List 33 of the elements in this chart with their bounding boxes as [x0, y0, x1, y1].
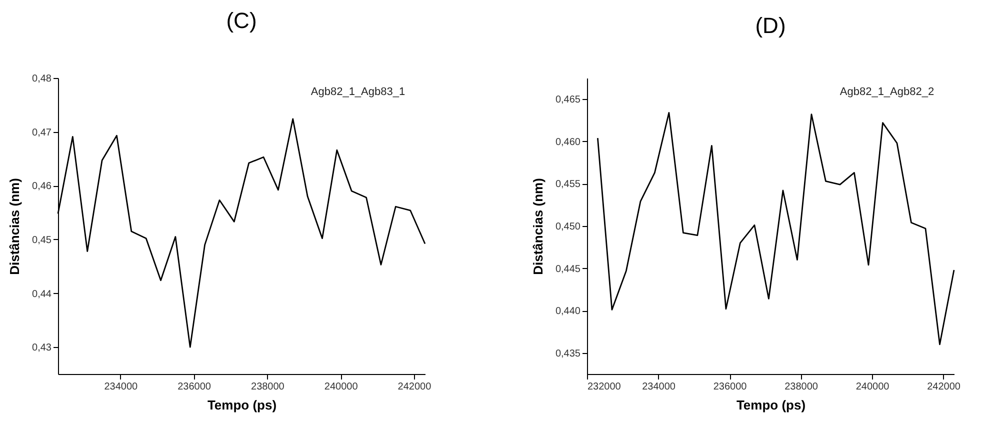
x-tick-label: 236000: [713, 382, 748, 392]
y-tick-label: 0,460: [555, 136, 581, 148]
y-tick-label: 0,46: [32, 181, 52, 192]
x-tick-label: 234000: [104, 382, 138, 392]
x-tick-label: 232000: [588, 382, 622, 392]
line-series: [596, 112, 955, 346]
x-axis-title: Tempo (ps): [207, 398, 277, 412]
chart-title: (D): [755, 13, 786, 38]
x-tick-label: 242000: [398, 382, 432, 392]
x-tick-label: 236000: [178, 382, 212, 392]
y-tick-label: 0,48: [32, 74, 52, 84]
y-tick-label: 0,435: [555, 348, 581, 360]
y-axis-title: Distâncias (nm): [7, 178, 22, 275]
x-axis-title: Tempo (ps): [736, 398, 806, 412]
x-tick-label: 238000: [251, 382, 285, 392]
chart-title: (C): [226, 8, 257, 33]
y-tick-label: 0,44: [32, 288, 52, 300]
x-tick-label: 240000: [324, 382, 358, 392]
y-tick-label: 0,455: [555, 179, 581, 190]
y-tick-label: 0,445: [555, 264, 581, 275]
x-tick-label: 240000: [856, 382, 890, 392]
annotation: Agb82_1_Agb83_1: [310, 86, 406, 98]
x-tick-label: 242000: [927, 382, 961, 392]
x-tick-label: 234000: [642, 382, 676, 392]
y-tick-label: 0,43: [32, 342, 52, 354]
y-tick-label: 0,450: [555, 222, 581, 232]
y-tick-label: 0,45: [32, 234, 52, 246]
y-tick-label: 0,47: [32, 127, 52, 138]
annotation: Agb82_1_Agb82_2: [840, 86, 934, 98]
x-tick-label: 238000: [784, 382, 818, 392]
y-axis-title: Distâncias (nm): [530, 178, 546, 275]
y-tick-label: 0,440: [555, 306, 581, 318]
y-tick-label: 0,465: [555, 94, 581, 106]
